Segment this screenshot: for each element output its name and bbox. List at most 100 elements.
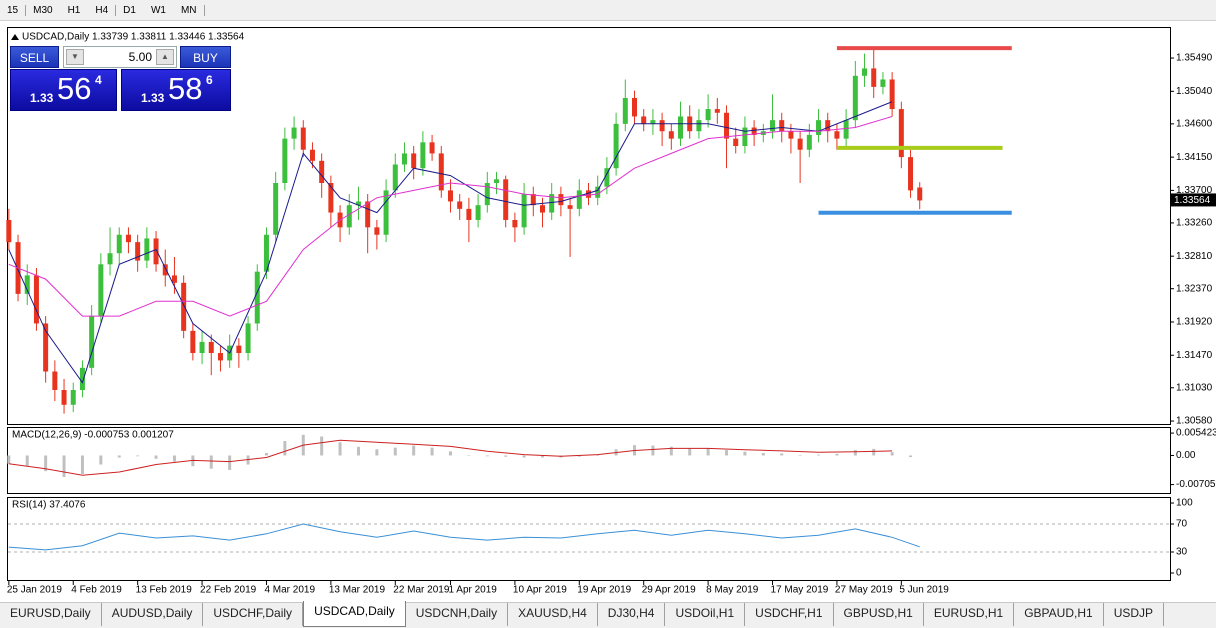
candle-body [245, 323, 251, 354]
histogram-bar [412, 445, 416, 456]
chart-tab[interactable]: XAUUSD,H4 [508, 603, 598, 626]
histogram-bar [338, 442, 342, 456]
chart-tab[interactable]: USDCHF,H1 [745, 603, 834, 626]
candle-body [144, 238, 150, 261]
panel-frame [7, 497, 1171, 581]
chart-tab[interactable]: GBPUSD,H1 [834, 603, 924, 626]
x-tick-label: 29 Apr 2019 [642, 585, 696, 596]
chart-tab[interactable]: EURUSD,Daily [0, 603, 102, 626]
candle-body [98, 264, 104, 317]
buy-button[interactable]: BUY [180, 46, 231, 68]
x-tick-label: 4 Feb 2019 [71, 585, 122, 596]
histogram-bar [780, 453, 784, 456]
candle-body [328, 182, 334, 213]
timeframe-button[interactable]: 15 [0, 4, 27, 16]
candle-body [43, 323, 49, 372]
candle-body [475, 205, 481, 220]
histogram-bar [228, 455, 232, 470]
sell-button[interactable]: SELL [10, 46, 59, 68]
candle-body [530, 194, 536, 206]
timeframe-button[interactable]: W1 [150, 4, 166, 16]
candle-body [521, 194, 527, 228]
candle-body [622, 97, 628, 124]
candle-body [917, 187, 923, 201]
y-tick-label: 1.30580 [1176, 416, 1213, 427]
candle-body [282, 138, 288, 183]
histogram-bar [909, 455, 913, 458]
candle-body [641, 116, 647, 124]
last-price-box [1171, 193, 1216, 207]
candle-body [668, 131, 674, 139]
candle-body [6, 219, 12, 243]
candle-body [862, 68, 868, 76]
candle-body [236, 345, 242, 354]
price-pips: 58 [168, 71, 203, 106]
candle-body [208, 341, 214, 354]
price-prefix: 1.33 [30, 91, 54, 105]
chart-tab[interactable]: USDCHF,Daily [203, 603, 304, 626]
histogram-bar [467, 455, 471, 456]
histogram-bar [7, 455, 11, 464]
candle-body [346, 205, 352, 228]
x-tick-label: 1 Apr 2019 [448, 585, 497, 596]
y-tick-label: 1.34600 [1176, 118, 1213, 129]
candle-body [871, 68, 877, 87]
candle-body [411, 153, 417, 169]
chart-tab[interactable]: USDJP [1104, 603, 1165, 626]
candle-body [880, 79, 886, 87]
bid-price[interactable]: 1.33 56 4 [10, 69, 117, 111]
lot-value: 5.00 [128, 50, 152, 64]
one-click-trading-panel: SELL ▼ 5.00 ▲ BUY 1.33 56 4 1.33 58 6 [10, 46, 231, 111]
candle-body [447, 190, 453, 202]
timeframe-button[interactable]: D1 [123, 4, 136, 16]
ask-price[interactable]: 1.33 58 6 [121, 69, 231, 111]
chart-tab[interactable]: EURUSD,H1 [924, 603, 1015, 626]
candle-body [678, 116, 684, 139]
indicator-line [8, 439, 893, 476]
lot-size-field[interactable]: ▼ 5.00 ▲ [63, 46, 177, 68]
timeframe-button[interactable]: H1 [67, 4, 81, 16]
histogram-bar [44, 455, 48, 472]
chart-ohlc: 1.33739 1.33811 1.33446 1.33564 [92, 32, 245, 43]
last-price-label: 1.33564 [1174, 195, 1211, 206]
candle-body [420, 142, 426, 169]
candle-body [512, 219, 518, 228]
candle-body [898, 109, 904, 158]
chart-tab[interactable]: AUDUSD,Daily [102, 603, 204, 626]
candle-body [558, 194, 564, 206]
candle-body [659, 120, 665, 132]
panel-frame [7, 427, 1171, 494]
histogram-bar [136, 455, 140, 457]
lot-increase[interactable]: ▲ [156, 49, 174, 65]
timeframe-button[interactable]: H4 [88, 4, 117, 16]
indicator-line [8, 116, 893, 317]
y-tick-label: 1.31920 [1176, 317, 1213, 328]
timeframe-button[interactable]: M30 [33, 4, 53, 16]
x-tick-label: 25 Jan 2019 [7, 585, 62, 596]
chart-tab[interactable]: USDOil,H1 [665, 603, 746, 626]
chart-tabs: EURUSD,Daily AUDUSD,Daily USDCHF,Daily USDC… [0, 601, 1216, 628]
candle-body [714, 109, 720, 113]
candle-body [116, 234, 122, 254]
histogram-bar [172, 455, 176, 462]
histogram-bar [430, 447, 434, 456]
y-tick-label: 30 [1176, 547, 1188, 558]
candle-body [549, 194, 555, 213]
timeframe-button[interactable]: MN [174, 4, 205, 16]
lot-decrease[interactable]: ▼ [66, 49, 84, 65]
chart-tab[interactable]: USDCAD,Daily [303, 601, 406, 627]
histogram-bar [25, 455, 29, 466]
x-tick-label: 27 May 2019 [835, 585, 893, 596]
candle-body [61, 389, 67, 405]
chart-tab[interactable]: GBPAUD,H1 [1014, 603, 1104, 626]
indicator-line [8, 523, 920, 551]
x-tick-label: 13 Mar 2019 [329, 585, 386, 596]
y-tick-label: 1.31470 [1176, 350, 1213, 361]
candle-body [724, 112, 730, 139]
candle-body [107, 253, 113, 265]
chart-tab[interactable]: DJ30,H4 [598, 603, 666, 626]
histogram-bar [577, 455, 581, 457]
chart-tab[interactable]: USDCNH,Daily [406, 603, 509, 626]
candle-body [484, 182, 490, 206]
histogram-bar [522, 455, 526, 458]
